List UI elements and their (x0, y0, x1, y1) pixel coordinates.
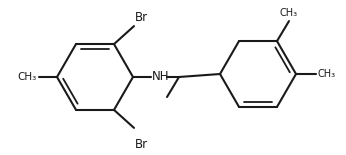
Text: Br: Br (135, 11, 148, 24)
Text: CH₃: CH₃ (318, 69, 336, 79)
Text: CH₃: CH₃ (280, 8, 298, 18)
Text: CH₃: CH₃ (18, 72, 37, 82)
Text: Br: Br (135, 138, 148, 151)
Text: NH: NH (152, 71, 170, 84)
